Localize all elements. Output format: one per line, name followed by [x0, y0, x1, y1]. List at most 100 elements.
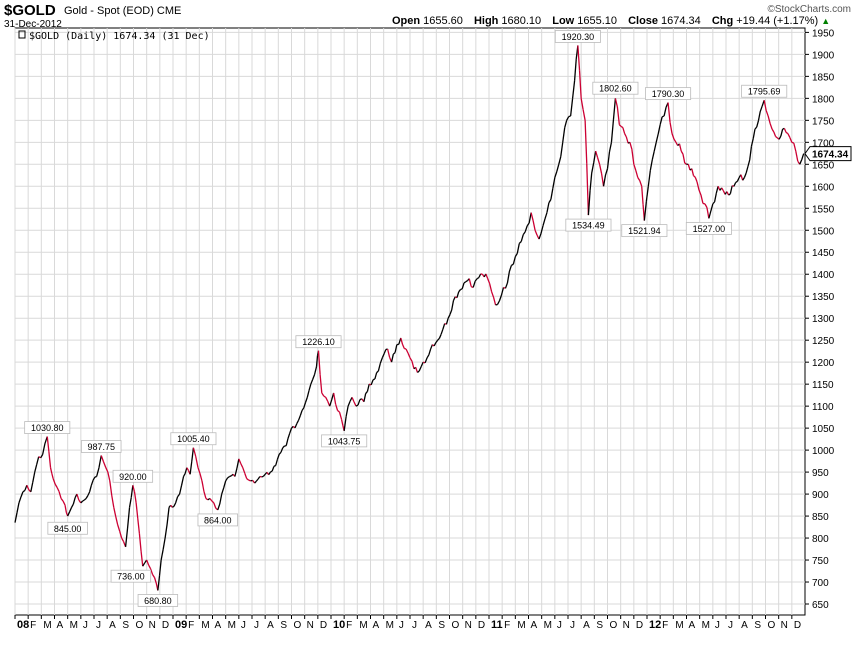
- x-tick-label: D: [636, 620, 643, 631]
- price-segment: [146, 559, 150, 566]
- price-segment: [756, 120, 760, 128]
- price-segment: [468, 278, 472, 287]
- annotation-label: 736.00: [117, 572, 145, 582]
- price-segment: [60, 498, 64, 502]
- annotation-label: 1521.94: [628, 226, 661, 236]
- x-tick-label: A: [57, 620, 64, 631]
- annotation-label: 1790.30: [652, 89, 685, 99]
- price-segment: [234, 468, 238, 477]
- price-segment: [332, 392, 337, 405]
- price-segment: [433, 342, 437, 347]
- price-segment: [508, 265, 513, 272]
- price-segment: [386, 348, 391, 358]
- price-segment: [516, 243, 520, 254]
- price-segment: [463, 281, 467, 284]
- high-value: 1680.10: [501, 15, 542, 27]
- price-segment: [273, 464, 276, 467]
- y-tick-label: 750: [812, 556, 829, 567]
- y-tick-label: 1700: [812, 138, 835, 149]
- price-segment: [164, 524, 168, 539]
- x-tick-label: M: [544, 620, 552, 631]
- price-segment: [631, 149, 635, 165]
- price-segment: [625, 136, 629, 144]
- price-segment: [569, 98, 574, 117]
- price-segment: [374, 372, 378, 380]
- price-segment: [682, 153, 686, 164]
- price-segment: [671, 133, 675, 140]
- price-segment: [440, 328, 444, 335]
- price-segment: [359, 398, 363, 401]
- x-tick-label: S: [280, 620, 287, 631]
- price-segment: [747, 159, 751, 167]
- price-segment: [655, 133, 659, 143]
- x-tick-label: O: [610, 620, 618, 631]
- x-tick-label: M: [43, 620, 51, 631]
- price-segment: [612, 98, 617, 120]
- price-segment: [250, 479, 253, 482]
- price-segment: [405, 348, 409, 354]
- price-segment: [653, 142, 657, 152]
- price-segment: [743, 172, 747, 178]
- price-segment: [254, 480, 257, 484]
- price-segment: [16, 502, 20, 513]
- price-segment: [407, 352, 411, 359]
- price-segment: [428, 348, 432, 355]
- price-segment: [524, 225, 528, 233]
- up-arrow-icon: ▲: [821, 16, 831, 26]
- x-tick-label: A: [583, 620, 590, 631]
- price-segment: [137, 518, 141, 534]
- price-segment: [562, 127, 566, 143]
- price-segment: [522, 231, 526, 236]
- price-segment: [394, 344, 398, 353]
- price-segment: [404, 347, 407, 350]
- price-segment: [487, 278, 491, 284]
- price-segment: [622, 127, 626, 134]
- price-segment: [438, 333, 442, 339]
- price-segment: [49, 467, 53, 474]
- price-segment: [54, 483, 58, 488]
- price-segment: [379, 357, 383, 364]
- price-segment: [749, 146, 753, 160]
- price-segment: [170, 504, 173, 508]
- price-segment: [319, 374, 323, 394]
- price-segment: [635, 170, 639, 178]
- annotation-box: [685, 221, 732, 235]
- price-segment: [742, 177, 745, 181]
- annotation-label: 1534.49: [572, 221, 605, 231]
- x-tick-label: A: [373, 620, 380, 631]
- x-tick-label: S: [754, 620, 761, 631]
- x-tick-label: J: [96, 620, 101, 631]
- price-segment: [353, 401, 357, 407]
- price-segment: [299, 410, 303, 416]
- price-segment: [42, 443, 46, 455]
- price-segment: [268, 471, 271, 476]
- price-segment: [651, 150, 655, 161]
- price-segment: [289, 427, 293, 434]
- price-segment: [113, 507, 117, 517]
- price-segment: [506, 271, 511, 284]
- open-label: Open: [392, 15, 421, 27]
- y-tick-label: 1250: [812, 336, 835, 347]
- price-segment: [568, 115, 571, 118]
- x-tick-label: M: [70, 620, 78, 631]
- price-segment: [573, 59, 577, 81]
- x-tick-label: O: [768, 620, 776, 631]
- price-segment: [351, 397, 355, 403]
- price-segment: [598, 164, 603, 174]
- price-segment: [51, 473, 54, 479]
- price-segment: [691, 168, 695, 176]
- price-segment: [663, 107, 667, 117]
- price-segment: [257, 476, 261, 480]
- quote-date: 31-Dec-2012: [4, 19, 62, 30]
- annotation-box: [170, 432, 217, 446]
- chg-value: +19.44 (+1.17%): [736, 15, 819, 27]
- price-segment: [578, 70, 582, 99]
- price-segment: [30, 482, 34, 493]
- price-segment: [422, 361, 426, 364]
- stockcharts-credit[interactable]: ©StockCharts.com: [767, 4, 851, 15]
- x-tick-label: A: [267, 620, 274, 631]
- price-segment: [217, 503, 221, 511]
- price-segment: [778, 135, 782, 140]
- price-segment: [192, 447, 197, 457]
